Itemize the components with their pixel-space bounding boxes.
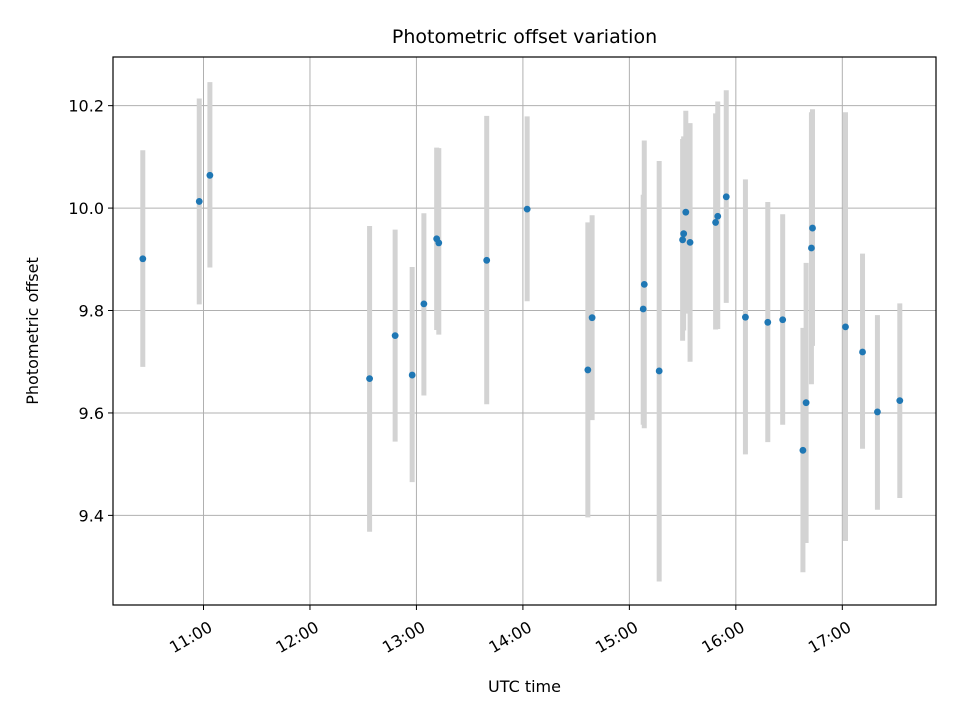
y-axis-label: Photometric offset — [23, 257, 42, 405]
data-point — [679, 236, 687, 244]
data-point — [139, 255, 147, 263]
x-axis-label: UTC time — [488, 677, 561, 696]
data-point — [686, 238, 694, 246]
data-point — [712, 219, 720, 226]
data-point — [366, 375, 373, 383]
data-point — [764, 318, 772, 326]
y-tick-label: 10.2 — [68, 97, 104, 116]
data-point — [714, 212, 722, 220]
data-point — [874, 408, 881, 416]
data-point — [640, 280, 648, 288]
data-point — [896, 397, 904, 405]
data-points — [139, 171, 904, 454]
data-point — [722, 193, 730, 201]
data-point — [779, 316, 787, 324]
data-point — [483, 256, 491, 264]
data-point — [408, 371, 416, 379]
chart-title: Photometric offset variation — [392, 26, 657, 48]
data-point — [802, 399, 810, 407]
y-tick-label: 9.4 — [79, 506, 104, 525]
data-point — [742, 313, 749, 321]
data-point — [682, 208, 690, 216]
y-tick-label: 10.0 — [68, 199, 104, 218]
data-point — [435, 239, 443, 247]
data-point — [799, 446, 807, 454]
data-point — [808, 244, 815, 252]
data-point — [206, 171, 214, 179]
data-point — [420, 300, 428, 308]
data-point — [639, 305, 647, 313]
data-point — [195, 198, 203, 205]
data-point — [588, 314, 596, 322]
data-point — [584, 366, 592, 374]
data-point — [842, 323, 849, 331]
y-tick-label: 9.8 — [79, 302, 104, 321]
y-axis-ticks: 9.4 9.6 9.8 10.0 10.2 — [68, 97, 113, 525]
plot-frame — [112, 56, 937, 606]
data-point — [680, 230, 688, 238]
data-point — [655, 367, 663, 375]
data-point — [391, 332, 399, 340]
data-point — [523, 205, 531, 213]
data-point — [809, 224, 816, 232]
data-point — [859, 348, 866, 356]
y-tick-label: 9.6 — [79, 404, 104, 423]
